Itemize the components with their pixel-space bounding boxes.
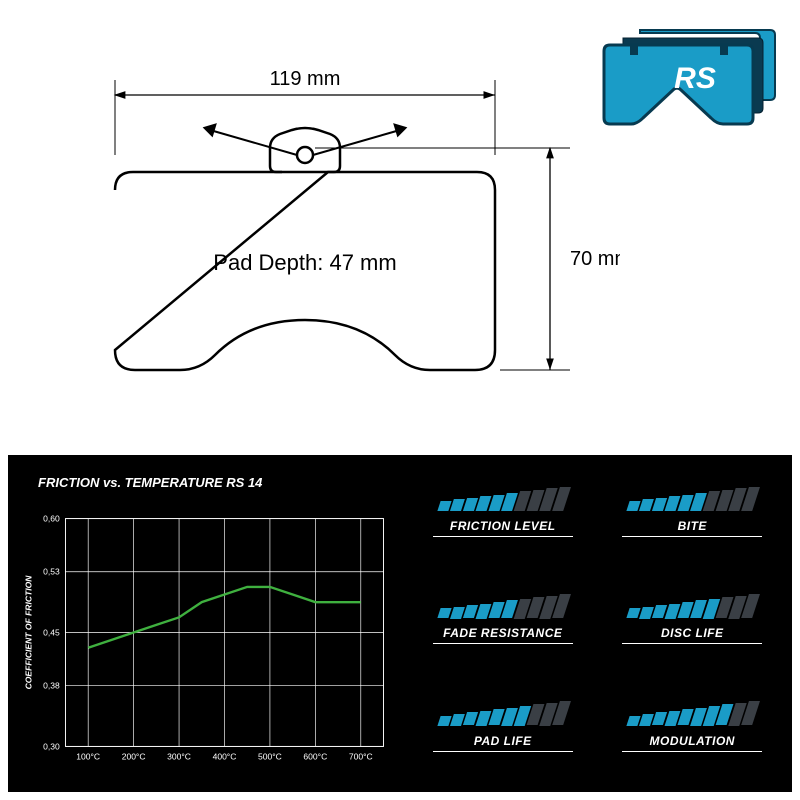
rating-bite: BITE [608, 485, 778, 567]
svg-text:COEFFICIENT OF FRICTION: COEFFICIENT OF FRICTION [23, 575, 33, 690]
rating-bars [439, 700, 567, 726]
svg-text:700°C: 700°C [349, 752, 373, 762]
chart-panel: FRICTION vs. TEMPERATURE RS 14 100°C 200°… [8, 455, 403, 792]
height-label: 70 mm [570, 248, 620, 270]
svg-text:600°C: 600°C [303, 752, 327, 762]
top-section: RS 119 mm 70 mm [0, 0, 800, 450]
rating-bars [439, 592, 567, 618]
svg-text:0,30: 0,30 [43, 741, 60, 751]
rating-label: FADE RESISTANCE [433, 626, 573, 644]
svg-text:100°C: 100°C [76, 752, 100, 762]
rating-label: FRICTION LEVEL [433, 519, 573, 537]
rating-friction-level: FRICTION LEVEL [418, 485, 588, 567]
rating-label: DISC LIFE [622, 626, 762, 644]
rating-bars [628, 700, 756, 726]
svg-text:200°C: 200°C [122, 752, 146, 762]
ratings-panel: FRICTION LEVEL BITE FADE RESISTANCE DISC LI… [403, 455, 792, 792]
svg-text:300°C: 300°C [167, 752, 191, 762]
bottom-section: FRICTION vs. TEMPERATURE RS 14 100°C 200°… [8, 455, 792, 792]
rating-label: PAD LIFE [433, 734, 573, 752]
rating-modulation: MODULATION [608, 700, 778, 782]
svg-text:400°C: 400°C [213, 752, 237, 762]
technical-diagram: 119 mm 70 mm Pad Depth: 47 mm [60, 60, 620, 430]
rating-pad-life: PAD LIFE [418, 700, 588, 782]
rating-label: MODULATION [622, 734, 762, 752]
chart-title: FRICTION vs. TEMPERATURE RS 14 [38, 475, 393, 490]
friction-chart: 100°C 200°C 300°C 400°C 500°C 600°C 700°C 0,30 0… [18, 502, 393, 782]
svg-text:500°C: 500°C [258, 752, 282, 762]
rating-disc-life: DISC LIFE [608, 592, 778, 674]
width-label: 119 mm [270, 68, 341, 90]
svg-text:0,45: 0,45 [43, 627, 60, 637]
svg-text:0,38: 0,38 [43, 681, 60, 691]
rating-fade-resistance: FADE RESISTANCE [418, 592, 588, 674]
rating-bars [628, 485, 756, 511]
pad-depth-label: Pad Depth: 47 mm [213, 250, 396, 275]
svg-text:0,53: 0,53 [43, 567, 60, 577]
svg-text:0,60: 0,60 [43, 513, 60, 523]
brand-logo: RS [674, 62, 716, 95]
rating-label: BITE [622, 519, 762, 537]
rating-bars [439, 485, 567, 511]
product-thumbnail: RS [595, 10, 785, 140]
rating-bars [628, 592, 756, 618]
